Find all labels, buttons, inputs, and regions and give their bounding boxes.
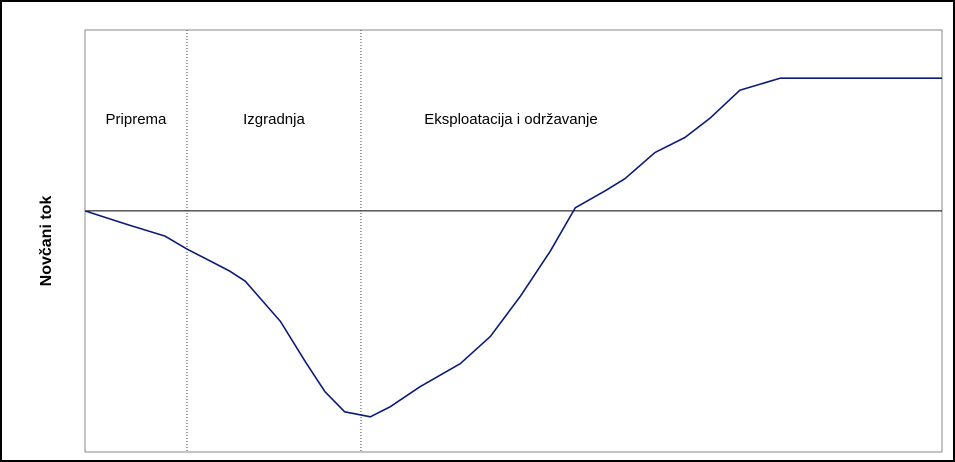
phase-label: Izgradnja — [243, 111, 305, 128]
y-axis-label: Novčani tok — [38, 196, 55, 287]
phase-label: Eksploatacija i održavanje — [424, 111, 597, 128]
cash-flow-line — [84, 77, 942, 418]
plot-frame — [84, 29, 943, 453]
phase-label: Priprema — [106, 111, 168, 128]
